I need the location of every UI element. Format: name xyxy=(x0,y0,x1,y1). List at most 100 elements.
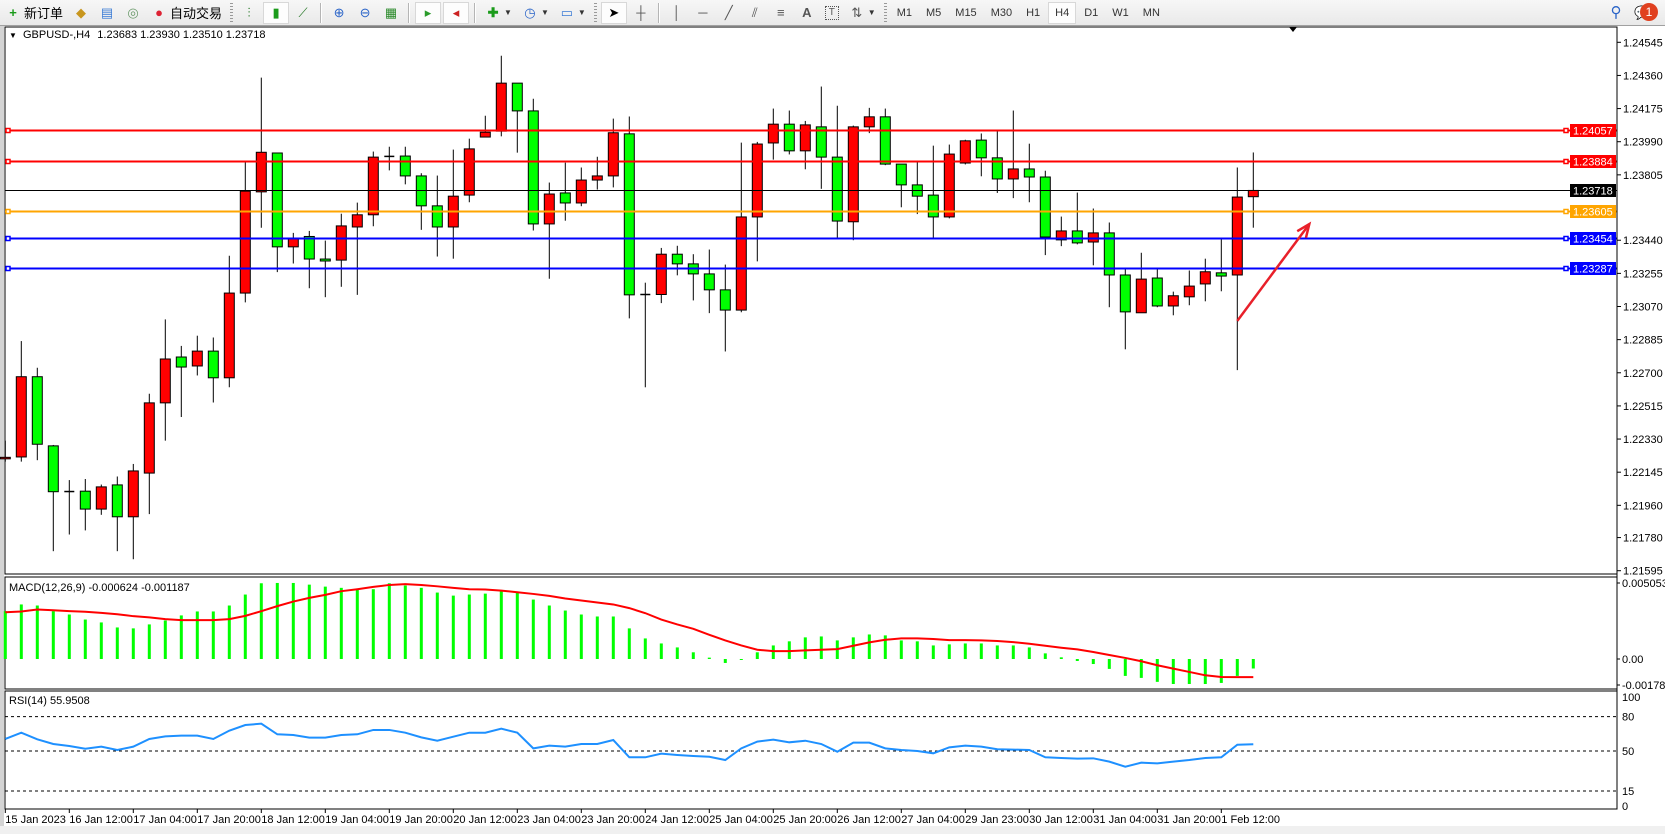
book-icon: ◆ xyxy=(76,4,87,20)
macd-tick-label: -0.001784 xyxy=(1622,680,1665,692)
candle-body xyxy=(1183,285,1195,298)
toolbar: + 新订单 ◆ ▤ ◎ ● 自动交易 ⫶ ▮ ⟋ ⊕ ⊖ ▦ ▸ ◂ ✚ ▼ ◷ ▼… xyxy=(0,0,1665,26)
macd-histogram-bar xyxy=(211,611,215,659)
candle-body xyxy=(1007,168,1019,180)
periods-button[interactable]: ◷ ▼ xyxy=(518,2,553,24)
crosshair-button[interactable]: ┼ xyxy=(629,2,653,24)
candle-body xyxy=(527,110,539,225)
line-handle[interactable] xyxy=(5,158,11,165)
chart-shift-icon: ◂ xyxy=(452,4,460,20)
timeframe-h4-button[interactable]: H4 xyxy=(1048,1,1077,24)
time-tick-label: 26 Jan 12:00 xyxy=(837,814,901,826)
toolbar-grip[interactable] xyxy=(230,2,234,23)
price-level-tag-label: 1.23287 xyxy=(1573,264,1613,276)
macd-histogram-bar xyxy=(1075,659,1079,661)
rsi-tick-label: 50 xyxy=(1622,746,1634,758)
auto-scroll-button[interactable]: ▸ xyxy=(415,1,442,24)
macd-histogram-bar xyxy=(451,595,455,659)
annotation-arrow-line[interactable] xyxy=(1236,223,1311,322)
macd-histogram-bar xyxy=(499,589,503,659)
window-bottom-strip xyxy=(0,826,1665,834)
auto-scroll-icon: ▸ xyxy=(424,4,432,20)
text-label-button[interactable]: T xyxy=(821,2,843,24)
line-handle[interactable] xyxy=(5,235,11,242)
new-order-button[interactable]: + 新订单 xyxy=(1,2,67,24)
chart-shift-marker-icon[interactable] xyxy=(1289,27,1297,32)
timeframe-w1-button[interactable]: W1 xyxy=(1112,6,1129,19)
channel-icon: ⫽ xyxy=(751,4,758,20)
signal-icon: ◎ xyxy=(127,4,139,20)
toolbar-divider xyxy=(657,2,660,23)
chart-shift-button[interactable]: ◂ xyxy=(443,1,470,24)
zoom-in-button[interactable]: ⊕ xyxy=(327,2,351,24)
toolbar-grip[interactable] xyxy=(593,2,597,23)
add-indicator-icon: ✚ xyxy=(487,4,499,20)
chart-menu-triangle-icon[interactable]: ▼ xyxy=(9,31,17,40)
indicators-button[interactable]: ✚ ▼ xyxy=(481,2,516,24)
macd-histogram-bar xyxy=(819,636,823,659)
chart-window[interactable]: 1.24545 1.24360 1.24175 1.23990 1.23805 1.234… xyxy=(0,26,1665,834)
line-chart-button[interactable]: ⟋ xyxy=(291,2,315,24)
timeframe-m5-button[interactable]: M5 xyxy=(926,6,942,19)
trendline-button[interactable]: ╱ xyxy=(717,2,741,24)
search-button[interactable]: ⚲ xyxy=(1604,2,1628,24)
time-tick-label: 29 Jan 23:00 xyxy=(965,814,1029,826)
line-handle[interactable] xyxy=(5,265,11,272)
templates-button[interactable]: ▭ ▼ xyxy=(555,2,590,24)
price-level-tag xyxy=(1570,184,1616,197)
navigator-button[interactable]: ▤ xyxy=(95,2,119,24)
arrows-button[interactable]: ⇅ ▼ xyxy=(845,2,880,24)
candlestick-chart-button[interactable]: ▮ xyxy=(263,1,290,24)
zoom-out-button[interactable]: ⊖ xyxy=(353,2,377,24)
market-watch-button[interactable]: ◆ xyxy=(69,2,93,24)
line-handle[interactable] xyxy=(1563,235,1569,242)
equidistant-channel-button[interactable]: ⫽ xyxy=(743,2,767,24)
price-tick-label: 1.22330 xyxy=(1623,434,1663,446)
auto-trading-button[interactable]: ● 自动交易 xyxy=(147,2,226,24)
chart-header: ▼ GBPUSD-,H4 1.23683 1.23930 1.23510 1.2… xyxy=(9,29,266,41)
macd-histogram-bar xyxy=(323,586,327,659)
timeframe-mn-button[interactable]: MN xyxy=(1142,6,1160,19)
text-button[interactable]: A xyxy=(795,2,819,24)
candle-body xyxy=(799,124,811,152)
macd-histogram-bar xyxy=(1219,659,1223,683)
line-handle[interactable] xyxy=(1563,127,1569,134)
fibonacci-button[interactable]: ≡ xyxy=(769,2,793,24)
timeframe-m1-button[interactable]: M1 xyxy=(896,6,912,19)
chevron-down-icon: ▼ xyxy=(540,8,549,17)
line-handle[interactable] xyxy=(5,127,11,134)
line-handle[interactable] xyxy=(5,208,11,215)
candle-body xyxy=(319,258,331,262)
timeframe-h1-button[interactable]: H1 xyxy=(1026,6,1041,19)
clock-icon: ◷ xyxy=(524,4,536,20)
toolbar-grip[interactable] xyxy=(883,2,887,23)
timeframe-d1-button[interactable]: D1 xyxy=(1084,6,1099,19)
notifications-button[interactable]: 💬 1 xyxy=(1630,2,1664,24)
time-tick-label: 31 Jan 04:00 xyxy=(1093,814,1157,826)
candle-body xyxy=(927,194,939,218)
chart-canvas[interactable]: 1.24545 1.24360 1.24175 1.23990 1.23805 1.234… xyxy=(0,26,1665,834)
candle-body xyxy=(1087,232,1099,243)
macd-histogram-bar xyxy=(1123,659,1127,676)
line-handle[interactable] xyxy=(1563,158,1569,165)
rsi-tick-label: 80 xyxy=(1622,712,1634,724)
bar-chart-button[interactable]: ⫶ xyxy=(237,2,261,24)
line-handle[interactable] xyxy=(1563,208,1569,215)
signals-button[interactable]: ◎ xyxy=(121,2,145,24)
candle-body xyxy=(1215,272,1227,277)
vertical-line-button[interactable]: │ xyxy=(665,2,689,24)
timeframe-m30-button[interactable]: M30 xyxy=(990,6,1013,19)
line-handle[interactable] xyxy=(1563,265,1569,272)
cursor-button[interactable]: ➤ xyxy=(600,1,627,24)
horizontal-line-button[interactable]: ─ xyxy=(691,2,715,24)
macd-histogram-bar xyxy=(1171,659,1175,684)
tile-windows-button[interactable]: ▦ xyxy=(379,2,403,24)
macd-histogram-bar xyxy=(963,643,967,659)
macd-histogram-bar xyxy=(99,622,103,659)
price-tick-label: 1.21595 xyxy=(1623,566,1663,578)
price-tick-label: 1.22700 xyxy=(1623,368,1663,380)
candle-body xyxy=(143,402,155,474)
price-tick-label: 1.24545 xyxy=(1623,37,1663,49)
time-tick-label: 30 Jan 12:00 xyxy=(1029,814,1093,826)
timeframe-m15-button[interactable]: M15 xyxy=(955,6,977,19)
